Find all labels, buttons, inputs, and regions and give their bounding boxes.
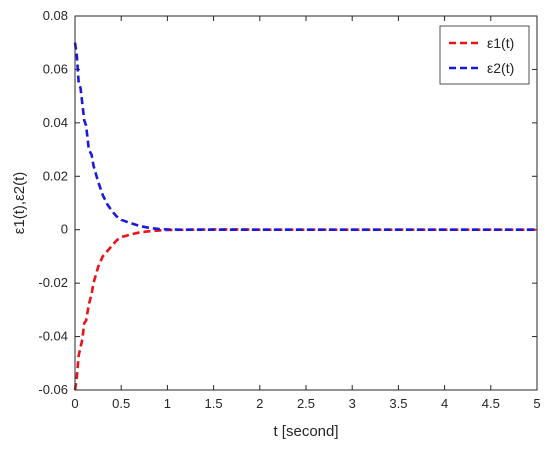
x-tick-label: 5 bbox=[533, 396, 540, 411]
x-tick-label: 3 bbox=[349, 396, 356, 411]
x-tick-label: 0.5 bbox=[112, 396, 130, 411]
y-tick-label: -0.06 bbox=[38, 382, 68, 397]
x-tick-label: 0 bbox=[71, 396, 78, 411]
y-tick-label: 0.06 bbox=[43, 61, 68, 76]
y-axis-label-text: ε1(t),ε2(t) bbox=[11, 172, 28, 235]
plot-frame bbox=[74, 15, 538, 391]
series-line-2 bbox=[73, 42, 537, 232]
x-axis-label: t [second] bbox=[273, 423, 338, 440]
legend: ε1(t) ε2(t) bbox=[439, 25, 530, 85]
y-tick-label: 0 bbox=[61, 222, 68, 237]
y-tick-label: 0.08 bbox=[43, 8, 68, 23]
y-tick-label: -0.02 bbox=[38, 275, 68, 290]
series-line-1 bbox=[73, 228, 537, 391]
x-tick-label: 1.5 bbox=[205, 396, 223, 411]
y-tick-label: -0.04 bbox=[38, 329, 68, 344]
y-axis-label: ε1(t),ε2(t) bbox=[11, 172, 28, 235]
x-tick-label: 2 bbox=[256, 396, 263, 411]
legend-box bbox=[439, 25, 530, 85]
x-tick-label: 4.5 bbox=[482, 396, 500, 411]
y-tick-label: 0.02 bbox=[43, 168, 68, 183]
x-tick-label: 2.5 bbox=[297, 396, 315, 411]
legend-label-eps1: ε1(t) bbox=[487, 35, 514, 51]
legend-label-eps2: ε2(t) bbox=[487, 60, 514, 76]
axis-ticks: 0 0.5 1 1.5 2 2.5 3 3.5 4 4.5 5 -0.06 -0.04 -0.02 0 0.0… bbox=[38, 8, 540, 411]
x-tick-label: 3.5 bbox=[389, 396, 407, 411]
x-tick-label: 1 bbox=[164, 396, 171, 411]
y-tick-label: 0.04 bbox=[43, 115, 68, 130]
series-group bbox=[73, 42, 537, 391]
x-tick-label: 4 bbox=[441, 396, 448, 411]
